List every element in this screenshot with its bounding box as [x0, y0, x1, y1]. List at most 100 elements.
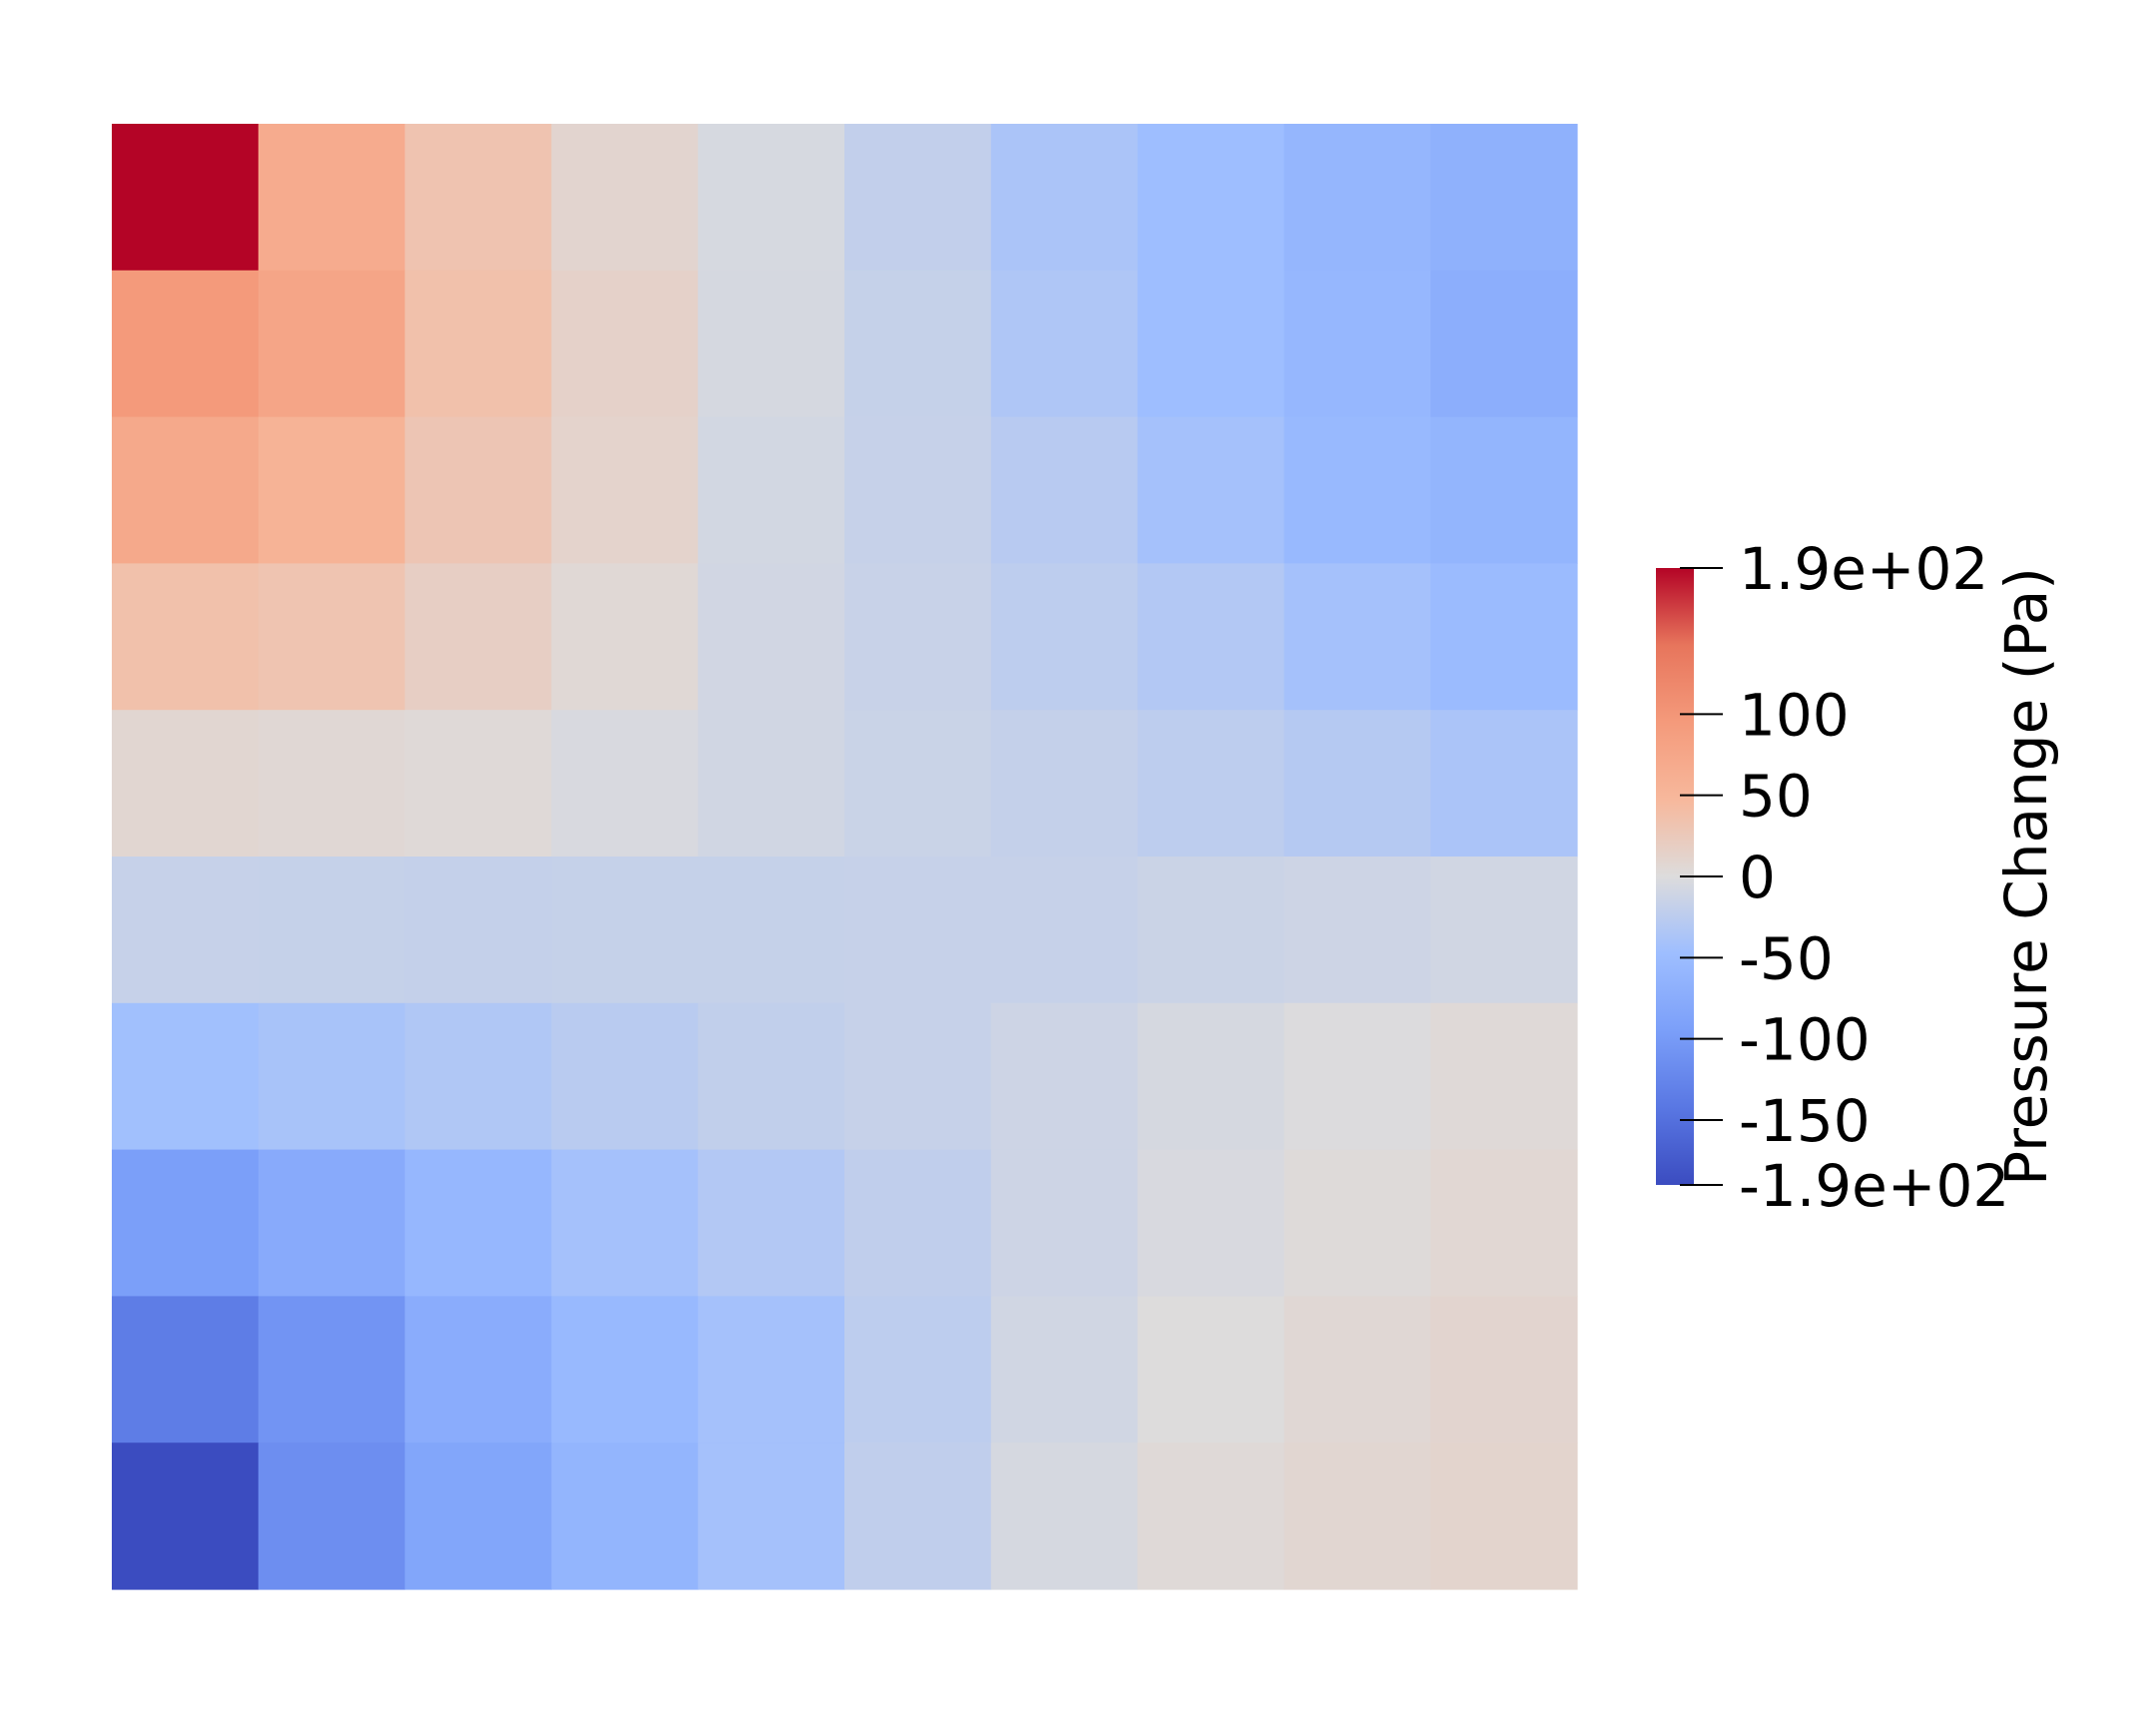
colorbar-tick-label-4: -50	[1739, 924, 1834, 992]
heatmap-cell-r9-c1	[258, 1442, 406, 1590]
heatmap-cell-r7-c7	[1137, 1149, 1285, 1297]
heatmap-cell-r5-c7	[1137, 857, 1285, 1004]
heatmap-cell-r5-c8	[1284, 857, 1431, 1004]
heatmap-cell-r3-c2	[404, 563, 552, 711]
heatmap-cell-r8-c1	[258, 1296, 406, 1443]
colorbar-tick-label-6: -150	[1739, 1087, 1871, 1155]
heatmap-cell-r5-c0	[112, 857, 260, 1004]
heatmap-cell-r6-c4	[698, 1002, 845, 1151]
heatmap-cell-r4-c0	[112, 710, 260, 858]
heatmap-cell-r9-c6	[990, 1442, 1139, 1590]
heatmap-cell-r4-c4	[698, 710, 845, 858]
heatmap-cell-r5-c5	[844, 857, 992, 1004]
heatmap-cell-r5-c1	[258, 857, 406, 1004]
colorbar-ticks: 1.9e+02 100 50 0 -50 -100 -150-1.9e+02	[1680, 535, 2009, 1220]
heatmap-cell-r1-c0	[112, 270, 260, 418]
heatmap-cell-r0-c0	[112, 124, 260, 272]
heatmap-cell-r0-c4	[698, 124, 845, 272]
heatmap-cell-r6-c2	[404, 1002, 552, 1151]
heatmap-cell-r0-c2	[404, 124, 552, 272]
heatmap-cell-r1-c7	[1137, 270, 1285, 418]
heatmap-cell-r7-c3	[551, 1149, 699, 1297]
heatmap-cell-r8-c2	[404, 1296, 552, 1443]
heatmap-cell-r4-c8	[1284, 710, 1431, 858]
heatmap-cell-r9-c3	[551, 1442, 699, 1590]
heatmap-cell-r5-c6	[990, 857, 1139, 1004]
heatmap-cell-r2-c4	[698, 416, 845, 564]
heatmap-cell-r8-c7	[1137, 1296, 1285, 1443]
heatmap-cell-r6-c0	[112, 1002, 260, 1151]
heatmap-cell-r1-c5	[844, 270, 992, 418]
heatmap-cell-r0-c5	[844, 124, 992, 272]
heatmap-cell-r9-c0	[112, 1442, 260, 1590]
heatmap-cell-r4-c2	[404, 710, 552, 858]
heatmap-cell-r0-c9	[1430, 124, 1578, 272]
heatmap-cell-r2-c0	[112, 416, 260, 564]
heatmap-cell-r8-c9	[1430, 1296, 1578, 1443]
heatmap-cell-r7-c0	[112, 1149, 260, 1297]
colorbar-tick-label-2: 50	[1739, 763, 1813, 831]
heatmap-cell-r4-c6	[990, 710, 1139, 858]
heatmap-cell-r1-c6	[990, 270, 1139, 418]
colorbar-tick-label-1: 100	[1739, 681, 1850, 749]
heatmap-cell-r5-c9	[1430, 857, 1578, 1004]
heatmap-cell-r8-c5	[844, 1296, 992, 1443]
colorbar-tick-label-3: 0	[1739, 844, 1776, 911]
heatmap-cell-r8-c4	[698, 1296, 845, 1443]
heatmap-cell-r3-c8	[1284, 563, 1431, 711]
heatmap-cell-r9-c8	[1284, 1442, 1431, 1590]
heatmap-cell-r6-c3	[551, 1002, 699, 1151]
heatmap-cell-r0-c6	[990, 124, 1139, 272]
heatmap-cell-r9-c7	[1137, 1442, 1285, 1590]
heatmap-cell-r1-c3	[551, 270, 699, 418]
colorbar-tick-label-0: 1.9e+02	[1739, 535, 1988, 603]
colorbar-tick-label-7: -1.9e+02	[1739, 1152, 2009, 1220]
heatmap-grid	[112, 124, 1578, 1590]
heatmap-cell-r9-c2	[404, 1442, 552, 1590]
heatmap-cell-r4-c7	[1137, 710, 1285, 858]
heatmap-cell-r8-c6	[990, 1296, 1139, 1443]
heatmap-cell-r1-c2	[404, 270, 552, 418]
heatmap-cell-r3-c0	[112, 563, 260, 711]
heatmap-cell-r3-c9	[1430, 563, 1578, 711]
colorbar: 1.9e+02 100 50 0 -50 -100 -150-1.9e+02 Pressur…	[1656, 535, 2060, 1220]
heatmap-cell-r3-c6	[990, 563, 1139, 711]
heatmap-cell-r8-c8	[1284, 1296, 1431, 1443]
heatmap-cell-r7-c9	[1430, 1149, 1578, 1297]
heatmap-cell-r0-c3	[551, 124, 699, 272]
heatmap-cell-r9-c9	[1430, 1442, 1578, 1590]
heatmap-cell-r0-c1	[258, 124, 406, 272]
heatmap-cell-r3-c5	[844, 563, 992, 711]
heatmap-cell-r2-c9	[1430, 416, 1578, 564]
heatmap-cell-r3-c1	[258, 563, 406, 711]
heatmap-cell-r3-c3	[551, 563, 699, 711]
heatmap-cell-r6-c5	[844, 1002, 992, 1151]
heatmap-cell-r5-c4	[698, 857, 845, 1004]
heatmap-cell-r2-c7	[1137, 416, 1285, 564]
heatmap-cell-r4-c3	[551, 710, 699, 858]
heatmap-cell-r0-c8	[1284, 124, 1431, 272]
heatmap-cell-r0-c7	[1137, 124, 1285, 272]
heatmap-cell-r4-c1	[258, 710, 406, 858]
heatmap-cell-r7-c1	[258, 1149, 406, 1297]
heatmap-cell-r4-c9	[1430, 710, 1578, 858]
heatmap-cell-r7-c6	[990, 1149, 1139, 1297]
heatmap-cell-r2-c3	[551, 416, 699, 564]
colorbar-tick-label-5: -100	[1739, 1006, 1871, 1074]
heatmap-cell-r6-c6	[990, 1002, 1139, 1151]
heatmap-cell-r5-c2	[404, 857, 552, 1004]
heatmap-cell-r2-c5	[844, 416, 992, 564]
heatmap-cell-r6-c8	[1284, 1002, 1431, 1151]
heatmap-cell-r3-c7	[1137, 563, 1285, 711]
heatmap-cell-r9-c4	[698, 1442, 845, 1590]
heatmap-cell-r2-c8	[1284, 416, 1431, 564]
heatmap-cell-r2-c6	[990, 416, 1139, 564]
heatmap-cell-r9-c5	[844, 1442, 992, 1590]
heatmap-cell-r1-c4	[698, 270, 845, 418]
heatmap-cell-r2-c2	[404, 416, 552, 564]
heatmap-cell-r8-c0	[112, 1296, 260, 1443]
heatmap-cell-r1-c9	[1430, 270, 1578, 418]
heatmap-cell-r6-c9	[1430, 1002, 1578, 1151]
heatmap-cell-r7-c4	[698, 1149, 845, 1297]
